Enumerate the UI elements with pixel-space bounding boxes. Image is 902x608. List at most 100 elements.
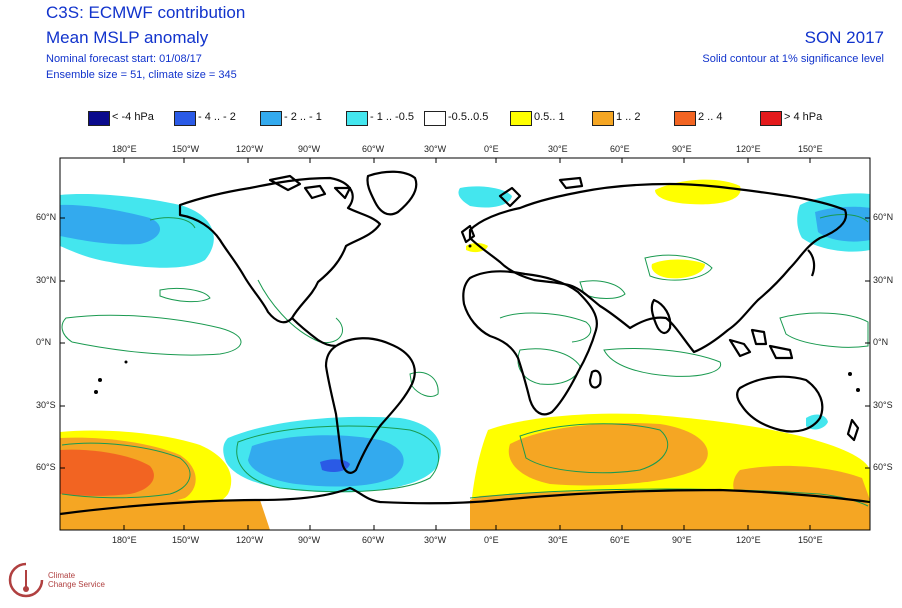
axis-ticks [60, 158, 870, 530]
contour-npac [149, 217, 196, 229]
legend-label: 0.5.. 1 [534, 111, 565, 123]
antarctica [59, 486, 871, 516]
lon-label-top: 0°E [484, 144, 499, 154]
anomaly-antarctic-indian [470, 489, 870, 530]
lon-label-bottom: 60°W [362, 535, 385, 545]
lon-label-top: 120°W [236, 144, 264, 154]
japan [807, 249, 816, 277]
lat-label-left: 60°N [36, 212, 57, 222]
lon-label-bottom: 30°E [548, 535, 568, 545]
contour-middle-east [579, 280, 626, 299]
legend-label: 2 .. 4 [698, 111, 723, 123]
legend-swatch [760, 111, 782, 126]
anomaly-fields [60, 179, 870, 530]
ensemble-size: Ensemble size = 51, climate size = 345 [46, 69, 237, 81]
lat-label-left: 60°S [36, 462, 56, 472]
lon-label-bottom: 30°W [424, 535, 447, 545]
central-america [291, 317, 337, 348]
island-marks [94, 244, 860, 394]
title-variable: Mean MSLP anomaly [46, 28, 209, 47]
anomaly-sind-pos-orange [508, 422, 708, 486]
india [650, 298, 672, 334]
lat-label-right: 30°S [873, 400, 893, 410]
legend-swatch [88, 111, 110, 126]
anomaly-siberia-pos [655, 179, 741, 205]
lon-label-bottom: 60°E [610, 535, 630, 545]
anomaly-spac-pos-red [60, 449, 154, 496]
maritime-continent [728, 328, 794, 360]
title-source: C3S: ECMWF contribution [46, 3, 246, 22]
lat-label-left: 30°N [36, 275, 57, 285]
season-label: SON 2017 [804, 28, 884, 47]
legend-swatch [174, 111, 196, 126]
lon-label-top: 90°W [298, 144, 321, 154]
lat-label-right: 60°S [873, 462, 893, 472]
lon-label-top: 180°E [112, 144, 137, 154]
contour-sind [519, 423, 669, 474]
legend-label: - 1 .. -0.5 [370, 111, 415, 123]
island-dot [848, 372, 852, 376]
lon-label-bottom: 0°E [484, 535, 499, 545]
map-frame [59, 157, 871, 531]
legend-label: 1 .. 2 [616, 111, 641, 123]
island-dot [94, 390, 98, 394]
lon-label-top: 30°W [424, 144, 447, 154]
lon-label-top: 150°E [798, 144, 823, 154]
logo-bulb [23, 586, 29, 592]
contour-epac [159, 287, 211, 303]
island-dot [468, 244, 472, 248]
lat-label-right: 30°N [873, 275, 894, 285]
madagascar [588, 369, 602, 389]
contour-nwpac [819, 214, 869, 223]
south-america [324, 337, 416, 474]
contour-spac [61, 442, 191, 499]
contour-asia [644, 254, 713, 281]
legend-label: - 4 .. - 2 [198, 111, 236, 123]
lon-label-bottom: 120°W [236, 535, 264, 545]
africa [462, 270, 598, 416]
lon-label-top: 90°E [672, 144, 692, 154]
legend-swatch [424, 111, 446, 126]
legend-swatch [346, 111, 368, 126]
british-isles [460, 224, 476, 244]
logo-text-line2: Change Service [48, 580, 105, 589]
greenland [366, 170, 418, 216]
legend-swatch [260, 111, 282, 126]
island-dot [856, 388, 860, 392]
lat-label-right: 0°N [873, 337, 889, 347]
legend-label: -0.5..0.5 [448, 111, 489, 123]
legend-swatch [510, 111, 532, 126]
legend-swatch [592, 111, 614, 126]
australia [736, 375, 824, 433]
lon-label-bottom: 150°W [172, 535, 200, 545]
legend-label: < -4 hPa [112, 111, 154, 123]
new-zealand [846, 418, 860, 442]
lon-label-top: 120°E [736, 144, 761, 154]
contour-indian-ocean [603, 348, 722, 377]
lon-label-top: 150°W [172, 144, 200, 154]
legend-label: > 4 hPa [784, 111, 823, 123]
arctic-islands [268, 174, 352, 200]
coastlines [59, 170, 871, 516]
lon-label-top: 30°E [548, 144, 568, 154]
logo-gap [25, 562, 44, 581]
anomaly-arctic-neg [458, 186, 512, 208]
contour-satl [236, 425, 440, 493]
arctic-europe [498, 176, 584, 208]
lat-label-left: 0°N [36, 337, 52, 347]
contour-sahel [499, 312, 592, 343]
lon-label-bottom: 90°W [298, 535, 321, 545]
contour-wpac [779, 312, 869, 348]
lon-label-bottom: 90°E [672, 535, 692, 545]
north-america [178, 176, 382, 324]
contour-tropical-pacific [61, 314, 242, 356]
island-dot [98, 378, 102, 382]
lon-label-bottom: 150°E [798, 535, 823, 545]
anomaly-asia-pos [651, 259, 705, 279]
lon-label-top: 60°W [362, 144, 385, 154]
contour-satl-small [409, 371, 439, 397]
lon-label-top: 60°E [610, 144, 630, 154]
lon-label-bottom: 180°E [112, 535, 137, 545]
legend-swatch [674, 111, 696, 126]
